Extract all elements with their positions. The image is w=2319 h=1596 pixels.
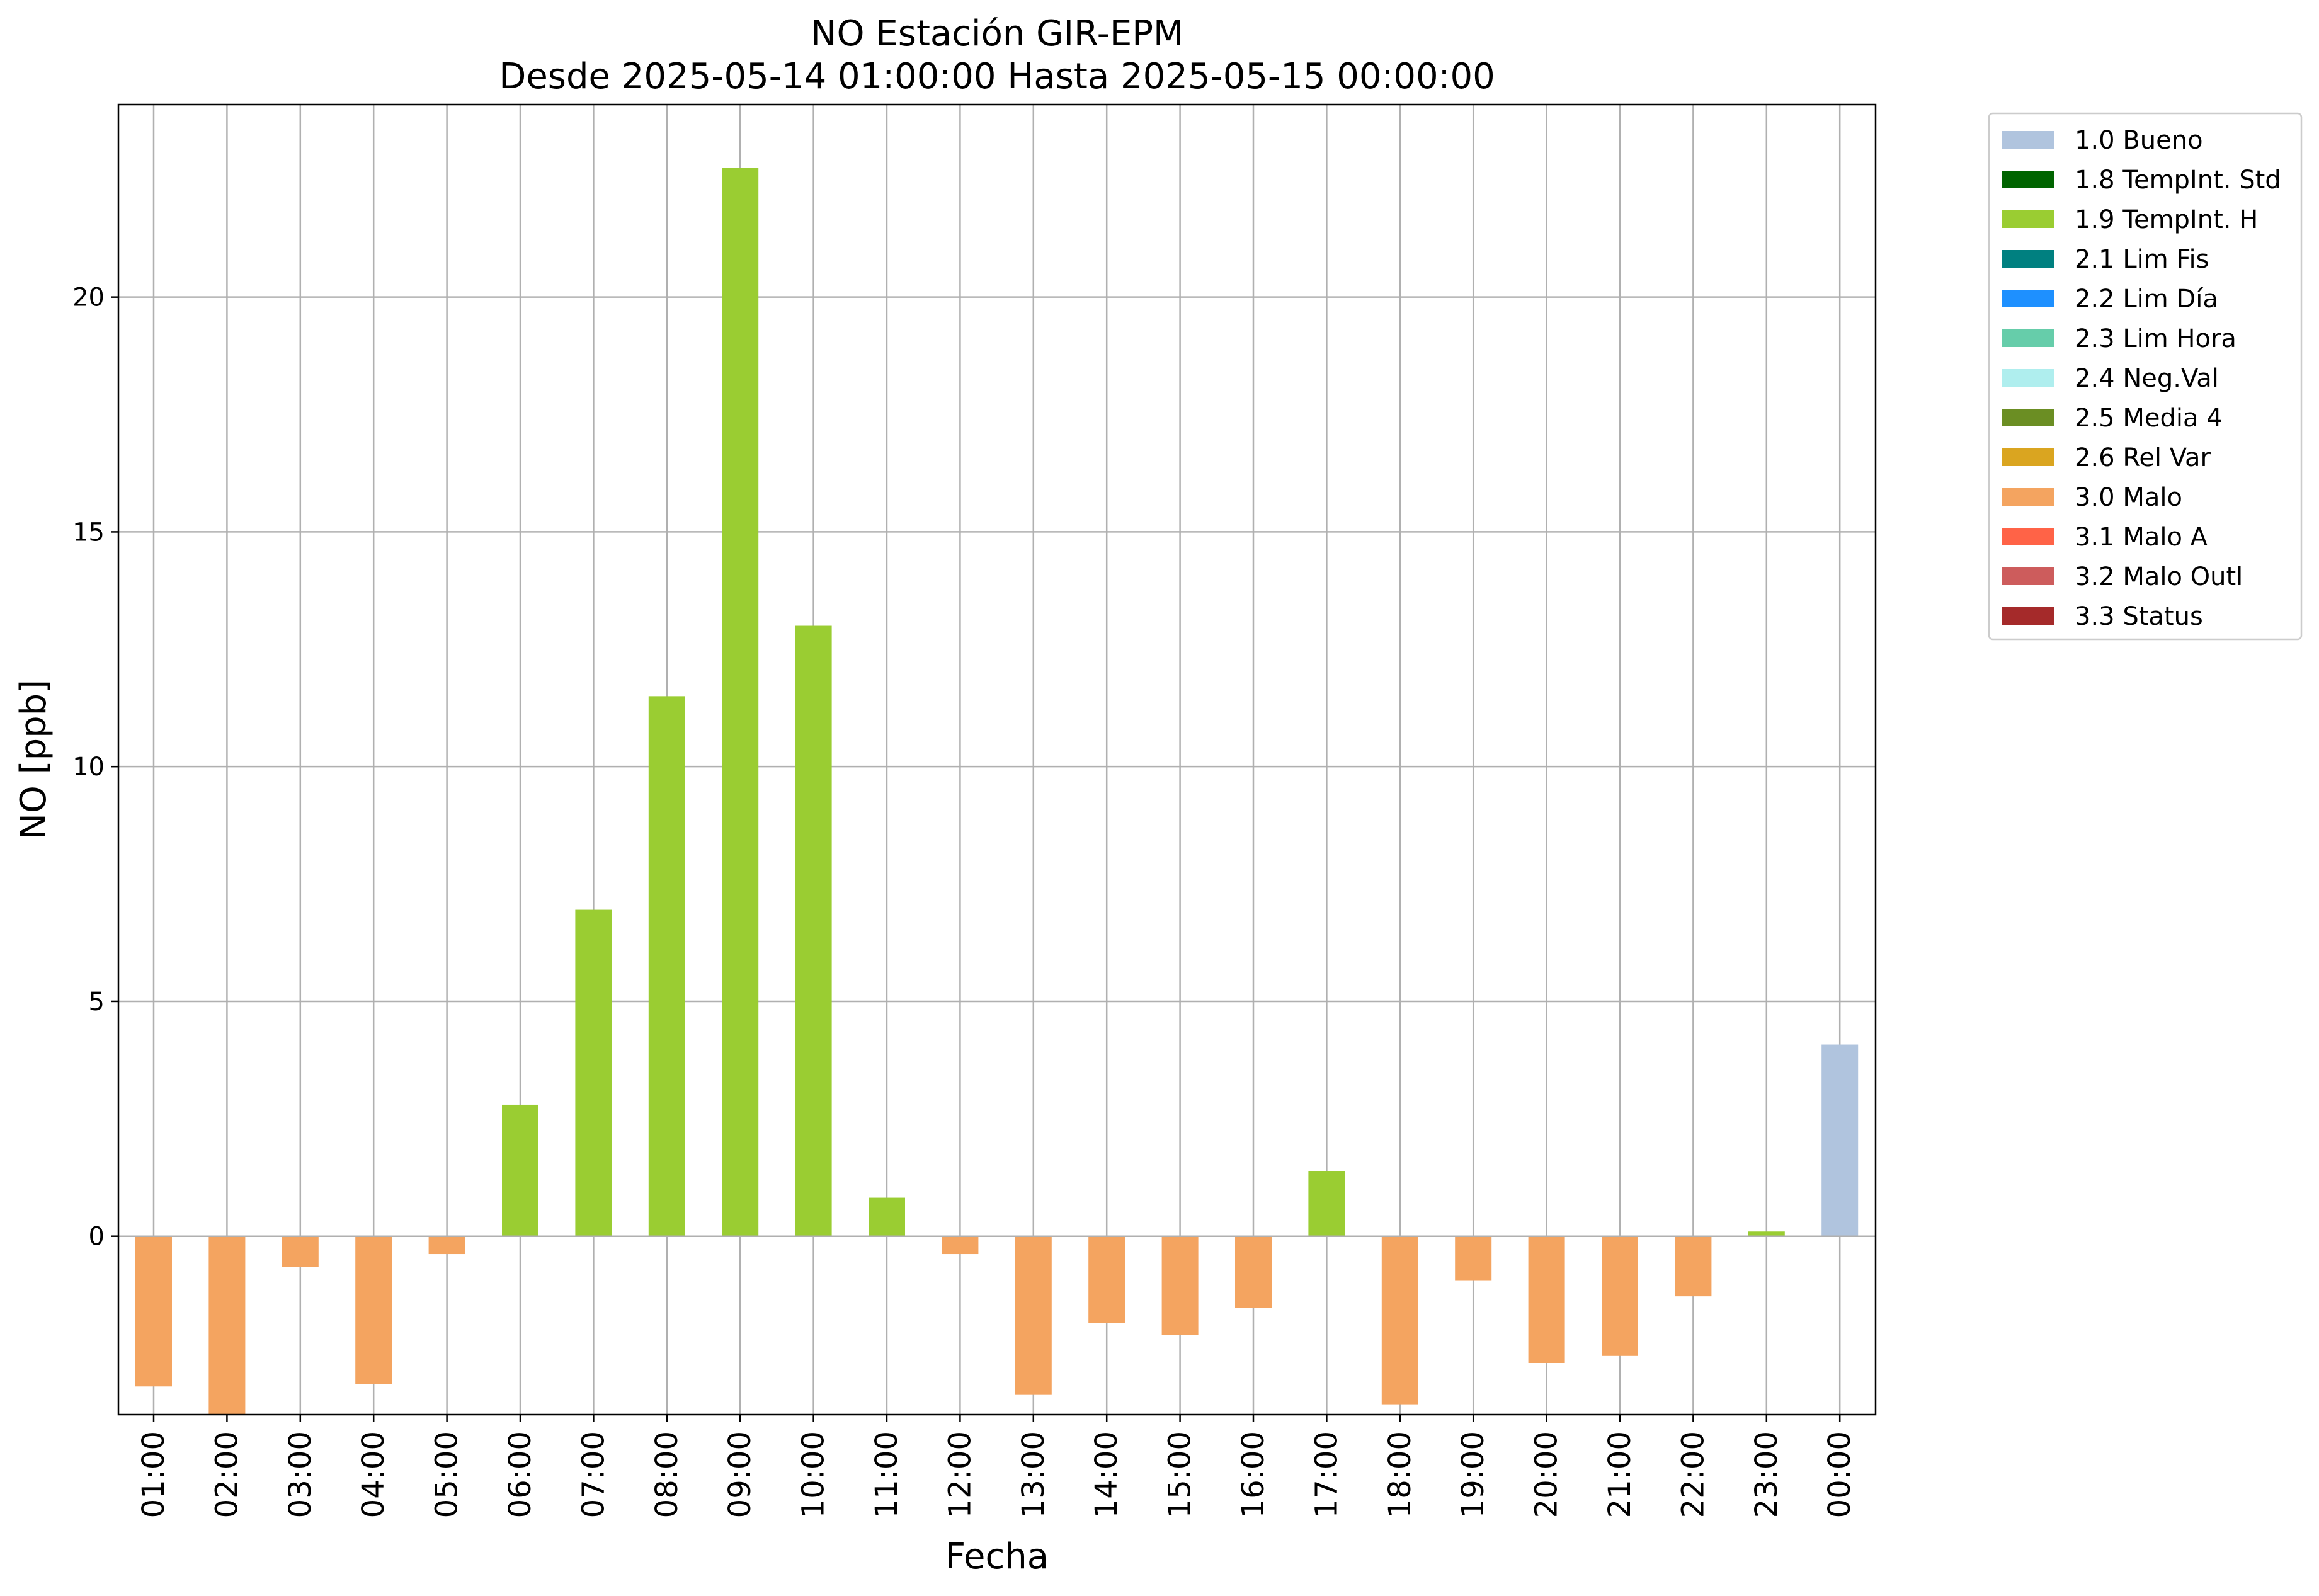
bar-1700 — [1308, 1171, 1345, 1236]
legend-swatch — [2002, 210, 2054, 228]
legend-swatch — [2002, 409, 2054, 426]
legend-swatch — [2002, 329, 2054, 347]
legend-swatch — [2002, 131, 2054, 149]
x-tick-label: 00:00 — [1822, 1431, 1857, 1518]
legend-swatch — [2002, 567, 2054, 585]
x-tick-label: 22:00 — [1675, 1431, 1711, 1518]
bar-1900 — [1455, 1236, 1492, 1281]
x-axis-label: Fecha — [945, 1536, 1049, 1577]
x-axis: 01:00 02:00 03:00 04:00 05:00 06:00 07:00 08:00… — [136, 1415, 1857, 1518]
bar-0800 — [648, 696, 685, 1236]
bar-1200 — [942, 1236, 979, 1255]
legend-swatch — [2002, 171, 2054, 188]
x-tick-label: 07:00 — [576, 1431, 611, 1518]
x-tick-label: 09:00 — [722, 1431, 758, 1518]
bar-0100 — [135, 1236, 172, 1387]
legend: 1.0 Bueno 1.8 TempInt. Std 1.9 TempInt. H 2… — [1988, 112, 2303, 641]
legend-frame — [1988, 112, 2303, 641]
legend-label: 2.4 Neg.Val — [2075, 364, 2219, 393]
x-tick-label: 11:00 — [869, 1431, 904, 1518]
x-tick-label: 05:00 — [430, 1431, 465, 1518]
y-tick-label: 15 — [72, 518, 105, 547]
x-tick-label: 18:00 — [1382, 1431, 1418, 1518]
legend-label: 3.1 Malo A — [2075, 523, 2208, 552]
x-tick-label: 02:00 — [209, 1431, 244, 1518]
grid — [118, 105, 1876, 1415]
legend-label: 3.3 Status — [2075, 602, 2203, 631]
bar-0400 — [355, 1236, 392, 1384]
legend-label: 1.9 TempInt. H — [2075, 205, 2258, 234]
bar-2000 — [1528, 1236, 1565, 1363]
x-tick-label: 06:00 — [503, 1431, 538, 1518]
y-tick-label: 0 — [89, 1223, 105, 1251]
bar-0600 — [502, 1104, 538, 1236]
x-tick-label: 21:00 — [1602, 1431, 1638, 1518]
x-tick-label: 13:00 — [1016, 1431, 1051, 1518]
y-tick-label: 5 — [89, 988, 105, 1017]
y-axis-label: NO [ppb] — [13, 680, 54, 840]
bar-2100 — [1602, 1236, 1638, 1356]
legend-label: 2.6 Rel Var — [2075, 443, 2211, 472]
legend-label: 2.1 Lim Fis — [2075, 245, 2209, 274]
legend-label: 1.8 TempInt. Std — [2075, 166, 2281, 195]
x-tick-label: 12:00 — [942, 1431, 977, 1518]
chart-title: NO Estación GIR-EPM — [811, 13, 1184, 54]
bar-0300 — [282, 1236, 319, 1267]
legend-swatch — [2002, 448, 2054, 466]
bar-1300 — [1015, 1236, 1052, 1395]
legend-label: 3.0 Malo — [2075, 483, 2182, 512]
legend-label: 2.2 Lim Día — [2075, 285, 2218, 314]
legend-swatch — [2002, 528, 2054, 545]
x-tick-label: 04:00 — [356, 1431, 391, 1518]
bar-0000 — [1821, 1044, 1859, 1236]
legend-label: 3.2 Malo Outl — [2075, 562, 2243, 591]
chart-subtitle: Desde 2025-05-14 01:00:00 Hasta 2025-05-… — [499, 56, 1495, 97]
bar-1500 — [1161, 1236, 1199, 1335]
x-tick-label: 16:00 — [1236, 1431, 1271, 1518]
legend-label: 2.3 Lim Hora — [2075, 324, 2236, 353]
legend-swatch — [2002, 488, 2054, 506]
bar-0500 — [428, 1236, 465, 1255]
legend-swatch — [2002, 290, 2054, 307]
plot-frame — [117, 103, 1877, 1416]
bar-2200 — [1675, 1236, 1712, 1297]
bar-2300 — [1748, 1231, 1785, 1236]
x-tick-label: 23:00 — [1749, 1431, 1784, 1518]
bar-1600 — [1235, 1236, 1272, 1308]
y-axis: 0 5 10 15 20 — [72, 283, 118, 1251]
bar-1400 — [1088, 1236, 1125, 1323]
x-tick-label: 08:00 — [649, 1431, 685, 1518]
legend-swatch — [2002, 607, 2054, 625]
bar-0200 — [208, 1236, 246, 1415]
bar-1100 — [869, 1197, 905, 1236]
x-tick-label: 14:00 — [1089, 1431, 1124, 1518]
x-tick-label: 20:00 — [1529, 1431, 1564, 1518]
x-tick-label: 15:00 — [1163, 1431, 1198, 1518]
x-tick-label: 19:00 — [1456, 1431, 1491, 1518]
legend-label: 1.0 Bueno — [2075, 126, 2203, 155]
bar-0700 — [575, 909, 612, 1236]
x-tick-label: 01:00 — [136, 1431, 171, 1518]
bars — [135, 168, 1859, 1415]
bar-1000 — [795, 625, 832, 1236]
bar-0900 — [722, 168, 759, 1236]
legend-swatch — [2002, 250, 2054, 268]
y-tick-label: 10 — [72, 753, 105, 782]
legend-swatch — [2002, 369, 2054, 387]
bar-1800 — [1381, 1236, 1418, 1405]
x-tick-label: 10:00 — [796, 1431, 831, 1518]
x-tick-label: 03:00 — [283, 1431, 318, 1518]
x-tick-label: 17:00 — [1309, 1431, 1344, 1518]
legend-label: 2.5 Media 4 — [2075, 404, 2223, 433]
y-tick-label: 20 — [72, 283, 105, 312]
